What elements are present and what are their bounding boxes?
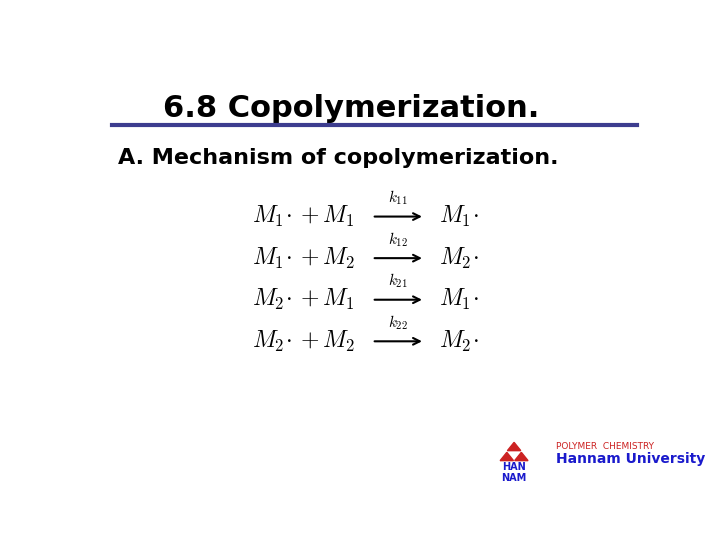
Text: 6.8 Copolymerization.: 6.8 Copolymerization. <box>163 94 539 123</box>
Polygon shape <box>515 453 528 461</box>
Text: $k_{12}$: $k_{12}$ <box>388 230 408 249</box>
Text: $M_2\!\cdot + M_1$: $M_2\!\cdot + M_1$ <box>252 287 354 312</box>
Text: $M_1\!\cdot$: $M_1\!\cdot$ <box>438 287 479 312</box>
Text: $k_{21}$: $k_{21}$ <box>388 272 408 291</box>
Text: $M_1\!\cdot + M_1$: $M_1\!\cdot + M_1$ <box>252 204 354 229</box>
Polygon shape <box>508 442 521 451</box>
Text: $M_2\!\cdot$: $M_2\!\cdot$ <box>438 246 479 271</box>
Text: $M_1\!\cdot + M_2$: $M_1\!\cdot + M_2$ <box>252 246 355 271</box>
Text: HAN
NAM: HAN NAM <box>501 462 527 483</box>
Text: $k_{11}$: $k_{11}$ <box>388 188 408 207</box>
Text: Hannam University: Hannam University <box>556 452 705 466</box>
Text: $M_2\!\cdot + M_2$: $M_2\!\cdot + M_2$ <box>252 329 355 354</box>
Text: $k_{22}$: $k_{22}$ <box>388 313 408 332</box>
Text: A. Mechanism of copolymerization.: A. Mechanism of copolymerization. <box>118 148 559 168</box>
Text: POLYMER  CHEMISTRY: POLYMER CHEMISTRY <box>556 442 654 451</box>
Text: $M_2\!\cdot$: $M_2\!\cdot$ <box>438 329 479 354</box>
Text: $M_1\!\cdot$: $M_1\!\cdot$ <box>438 204 479 229</box>
Polygon shape <box>500 453 513 461</box>
